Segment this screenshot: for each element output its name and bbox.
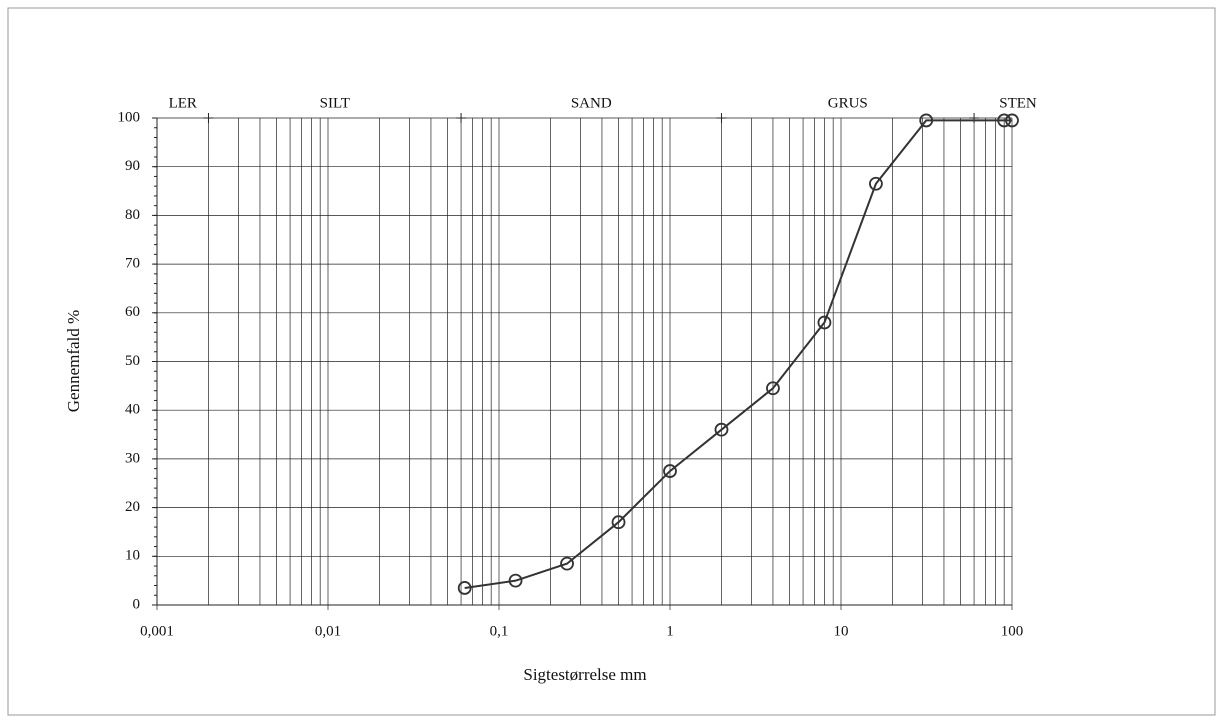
fraction-boundary [716, 113, 727, 123]
data-point [919, 113, 934, 128]
y-tick-label: 80 [125, 207, 140, 223]
fraction-label: GRUS [828, 95, 868, 111]
y-tick-label: 30 [125, 450, 140, 466]
y-tick-label: 70 [125, 256, 140, 272]
x-tick-label: 10 [834, 623, 849, 639]
y-axis-title: Gennemfald % [64, 310, 83, 412]
data-point [663, 464, 677, 478]
y-tick-label: 50 [125, 353, 140, 369]
y-tick-label: 20 [125, 499, 140, 515]
fraction-boundary [969, 113, 980, 123]
x-tick-label: 100 [1001, 623, 1024, 639]
data-point [560, 556, 574, 571]
x-tick-label: 0,001 [140, 623, 174, 639]
data-point [611, 515, 626, 530]
y-tick-label: 0 [133, 596, 141, 612]
fraction-label: SAND [571, 95, 612, 111]
data-point [766, 381, 780, 396]
data-line [464, 119, 1012, 589]
x-tick-label: 1 [666, 623, 674, 639]
y-tick-label: 40 [125, 402, 140, 418]
data-point [869, 176, 883, 191]
data-point [714, 422, 729, 437]
data-point [457, 581, 472, 595]
data-point [508, 573, 523, 588]
frame [7, 7, 1216, 716]
y-tick-label: 60 [125, 304, 140, 320]
fraction-label: LER [169, 95, 197, 111]
x-axis-title: Sigtestørrelse mm [523, 665, 646, 684]
y-tick-label: 90 [125, 158, 140, 174]
fraction-label: SILT [320, 95, 350, 111]
x-tick-label: 0,1 [490, 623, 509, 639]
y-tick-label: 10 [125, 548, 140, 564]
x-tick-label: 0,01 [315, 623, 341, 639]
fraction-boundary [203, 113, 214, 123]
data-point [997, 113, 1012, 128]
y-tick-label: 100 [118, 109, 141, 125]
fraction-label: STEN [999, 95, 1037, 111]
fraction-boundary [456, 113, 467, 123]
data-point [1005, 113, 1019, 128]
data-point [817, 315, 832, 330]
